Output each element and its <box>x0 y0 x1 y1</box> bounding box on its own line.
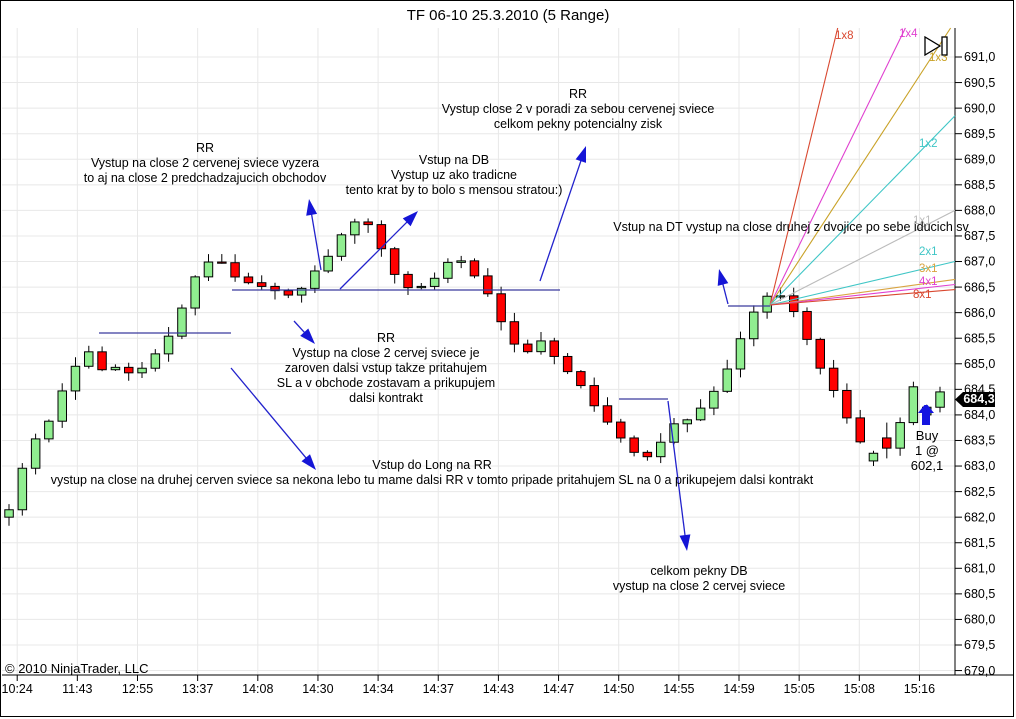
svg-text:688,5: 688,5 <box>964 178 995 192</box>
svg-text:689,0: 689,0 <box>964 152 995 166</box>
svg-text:683,0: 683,0 <box>964 459 995 473</box>
svg-text:682,5: 682,5 <box>964 485 995 499</box>
svg-text:686,0: 686,0 <box>964 306 995 320</box>
svg-text:2x1: 2x1 <box>919 246 938 258</box>
svg-text:1x4: 1x4 <box>899 28 918 40</box>
svg-text:3x1: 3x1 <box>919 263 938 275</box>
svg-text:14:59: 14:59 <box>723 682 754 696</box>
svg-text:690,0: 690,0 <box>964 101 995 115</box>
svg-text:681,0: 681,0 <box>964 562 995 576</box>
svg-text:684,0: 684,0 <box>964 408 995 422</box>
svg-text:14:43: 14:43 <box>483 682 514 696</box>
svg-text:689,5: 689,5 <box>964 127 995 141</box>
svg-text:15:16: 15:16 <box>904 682 935 696</box>
svg-text:679,0: 679,0 <box>964 664 995 678</box>
svg-text:1x2: 1x2 <box>919 138 938 150</box>
svg-text:685,5: 685,5 <box>964 331 995 345</box>
svg-text:679,5: 679,5 <box>964 638 995 652</box>
svg-text:688,0: 688,0 <box>964 204 995 218</box>
svg-text:685,0: 685,0 <box>964 357 995 371</box>
svg-text:681,5: 681,5 <box>964 536 995 550</box>
svg-text:687,0: 687,0 <box>964 255 995 269</box>
svg-text:686,5: 686,5 <box>964 280 995 294</box>
svg-text:11:43: 11:43 <box>62 682 92 696</box>
svg-text:4x1: 4x1 <box>919 276 938 288</box>
svg-text:13:37: 13:37 <box>182 682 213 696</box>
svg-text:14:08: 14:08 <box>242 682 273 696</box>
svg-text:1x8: 1x8 <box>835 30 854 42</box>
svg-text:690,5: 690,5 <box>964 76 995 90</box>
svg-text:15:08: 15:08 <box>844 682 875 696</box>
svg-text:683,5: 683,5 <box>964 434 995 448</box>
svg-text:680,0: 680,0 <box>964 613 995 627</box>
svg-text:14:47: 14:47 <box>543 682 574 696</box>
svg-text:10:24: 10:24 <box>2 682 33 696</box>
svg-text:14:30: 14:30 <box>302 682 333 696</box>
svg-text:8x1: 8x1 <box>913 289 932 301</box>
svg-text:14:55: 14:55 <box>663 682 694 696</box>
svg-text:691,0: 691,0 <box>964 50 995 64</box>
svg-text:14:50: 14:50 <box>603 682 634 696</box>
svg-text:680,5: 680,5 <box>964 587 995 601</box>
svg-text:682,0: 682,0 <box>964 510 995 524</box>
svg-text:15:05: 15:05 <box>784 682 815 696</box>
svg-text:12:55: 12:55 <box>122 682 153 696</box>
svg-text:14:37: 14:37 <box>423 682 454 696</box>
svg-text:14:34: 14:34 <box>362 682 393 696</box>
